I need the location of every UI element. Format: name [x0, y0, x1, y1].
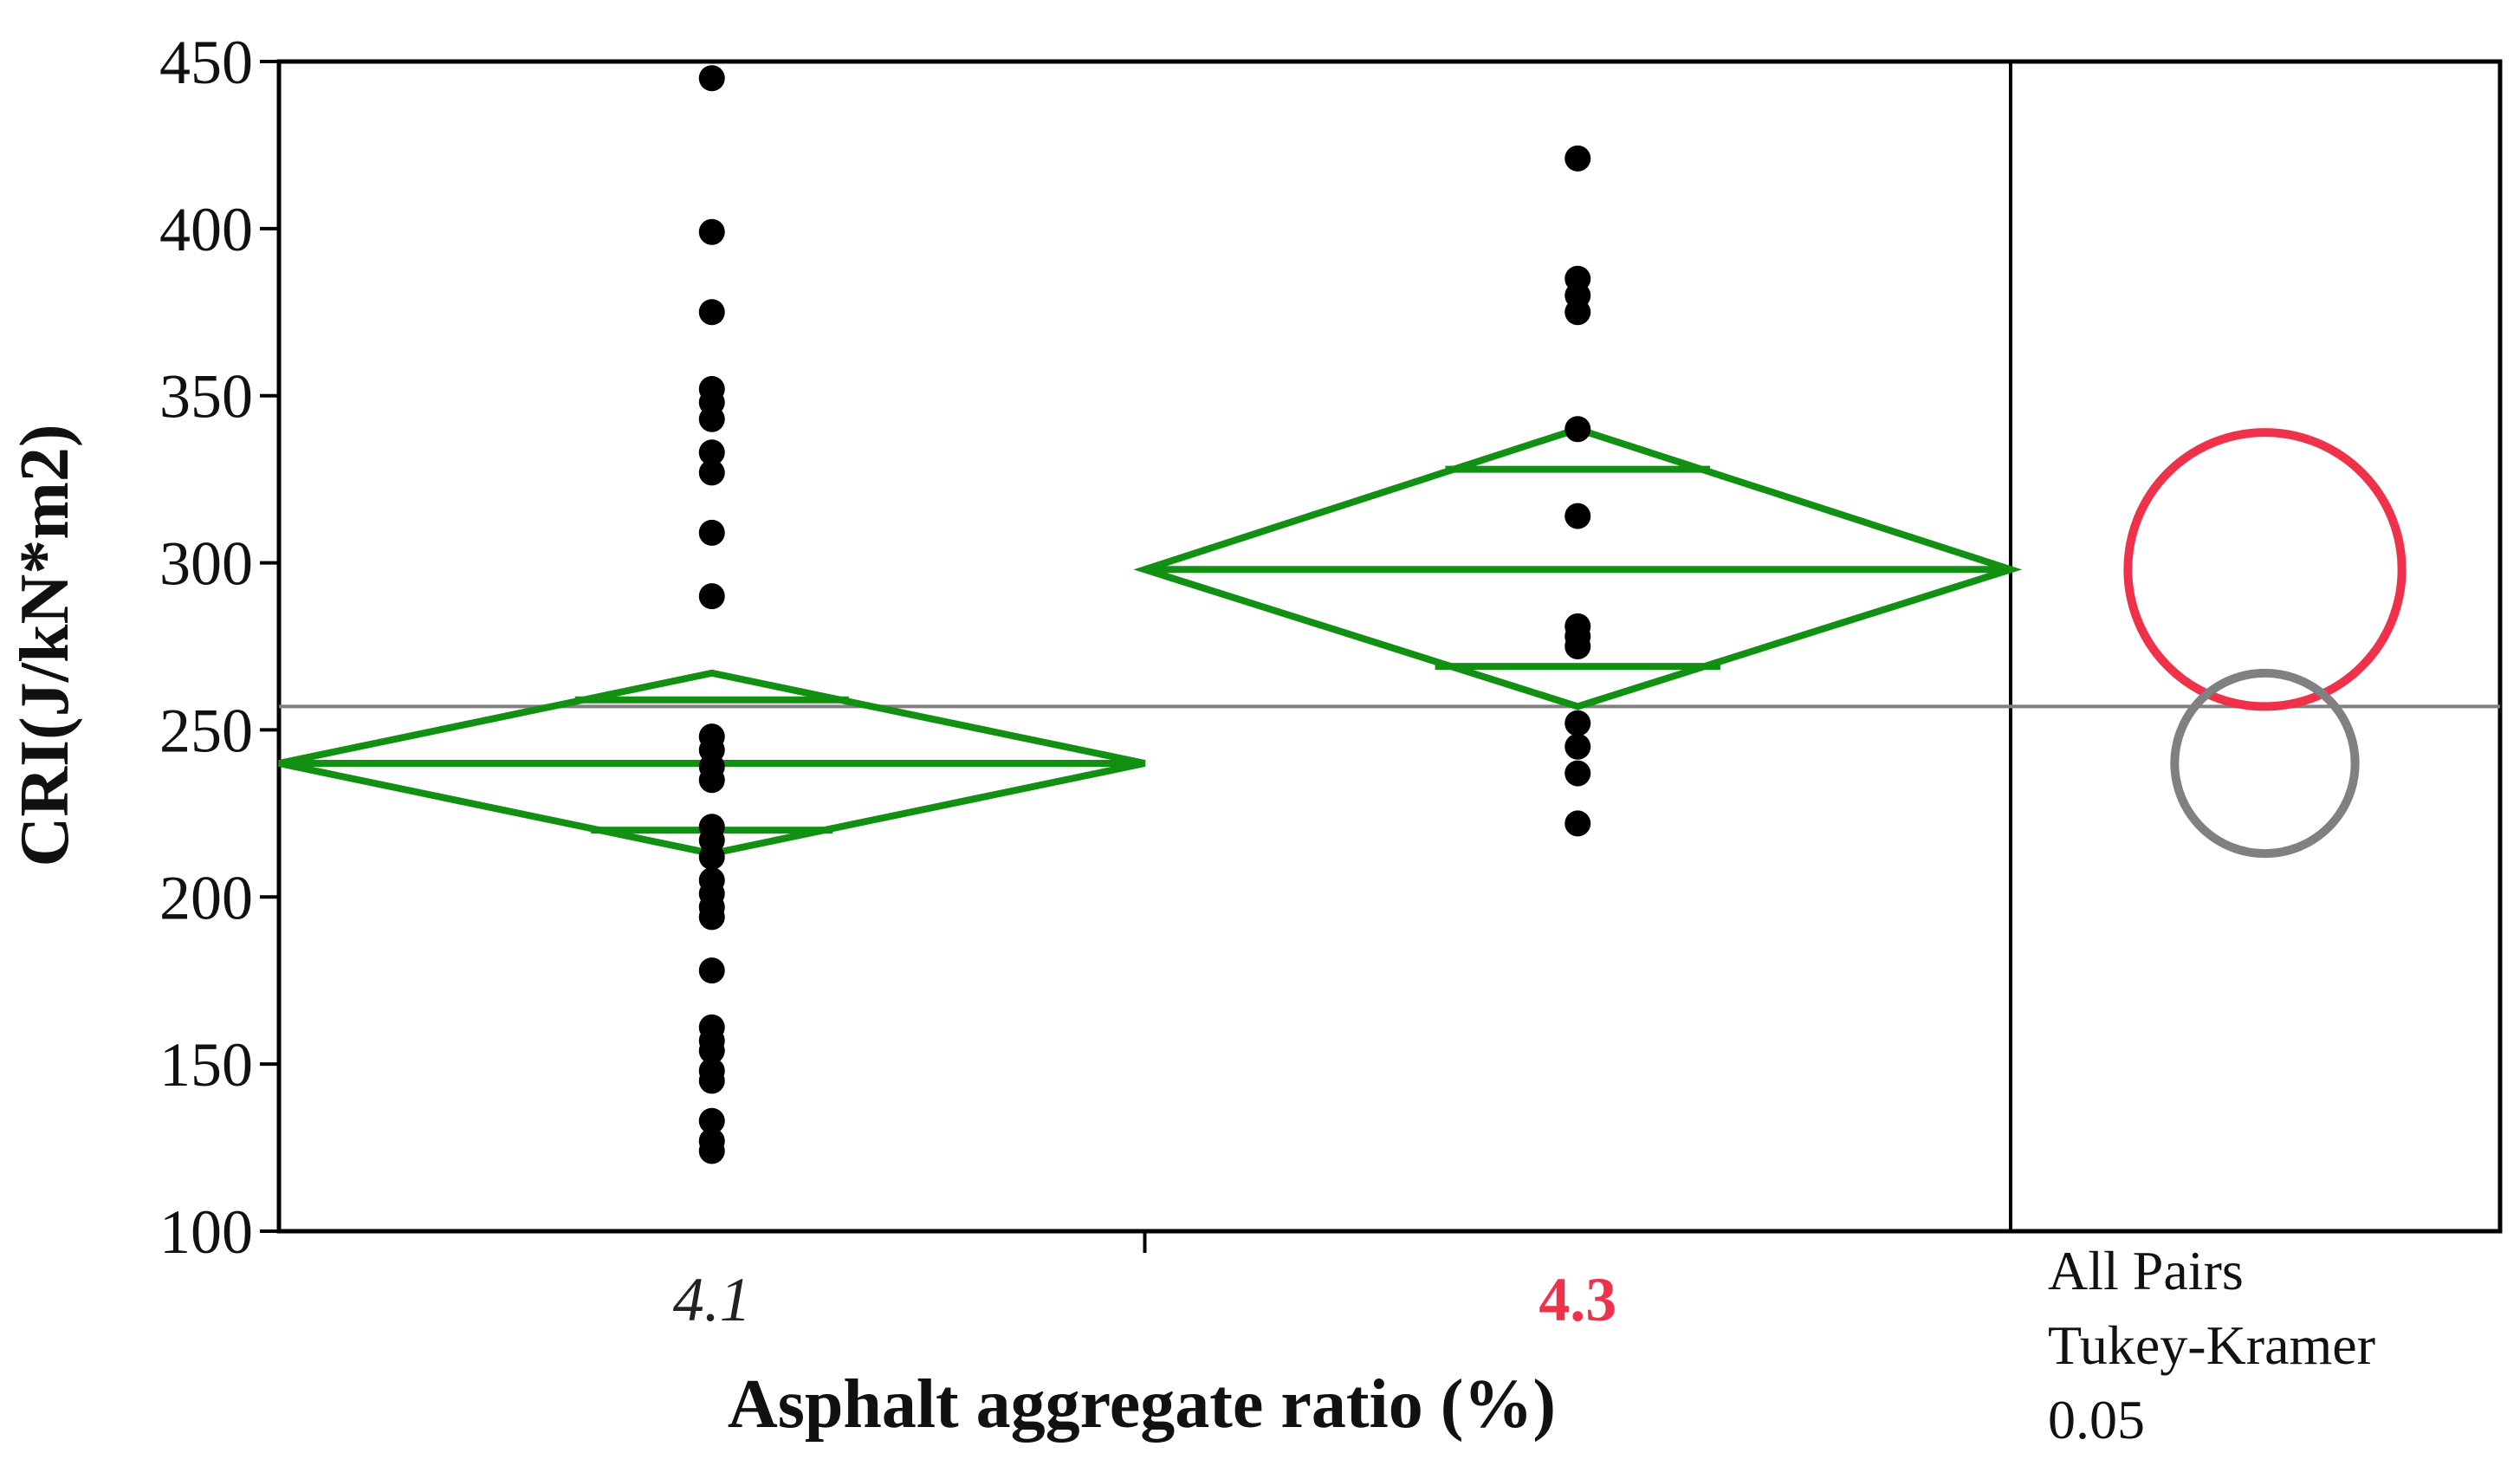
data-point: [698, 459, 725, 486]
x-category-label: 4.1: [673, 1265, 751, 1334]
comparison-circles: [2123, 428, 2407, 859]
comparison-circle: [2170, 668, 2360, 859]
data-point: [1564, 710, 1591, 736]
y-tick-label: 250: [159, 696, 253, 765]
plot-frame: [276, 59, 2503, 1253]
y-axis-title: CRI(J/kN*m2): [7, 424, 83, 866]
data-point: [1564, 503, 1591, 529]
x-category-label: 4.3: [1539, 1265, 1616, 1334]
comparison-note-line-2: Tukey-Kramer: [2048, 1314, 2375, 1376]
data-point: [1564, 810, 1591, 837]
data-point: [698, 405, 725, 432]
data-point: [1564, 299, 1591, 326]
x-axis-title: Asphalt aggregate ratio (%): [728, 1366, 1556, 1443]
data-point: [698, 65, 725, 92]
data-point: [698, 1107, 725, 1134]
data-point: [698, 439, 725, 466]
data-point: [698, 218, 725, 245]
data-point: [698, 1037, 725, 1064]
y-tick-label: 100: [159, 1197, 253, 1267]
data-point: [1564, 733, 1591, 760]
data-point: [698, 519, 725, 546]
y-tick-label: 200: [159, 863, 253, 932]
data-point: [1564, 760, 1591, 787]
data-point: [698, 583, 725, 610]
y-tick-label: 450: [159, 28, 253, 97]
data-point: [698, 957, 725, 984]
data-point: [698, 1067, 725, 1094]
means-diamonds: [278, 425, 2023, 858]
data-points: [698, 65, 1591, 1164]
data-point: [1564, 633, 1591, 659]
y-tick-label: 400: [159, 195, 253, 264]
x-axis-labels: 4.1 4.3: [673, 1265, 1617, 1334]
y-tick-label: 300: [159, 529, 253, 599]
y-tick-label: 350: [159, 362, 253, 431]
data-point: [698, 299, 725, 326]
data-point: [1564, 416, 1591, 443]
comparison-note-line-3: 0.05: [2048, 1389, 2145, 1450]
comparison-note: All Pairs Tukey-Kramer 0.05: [2048, 1240, 2375, 1450]
data-point: [698, 1138, 725, 1164]
plot-border: [276, 59, 2503, 1234]
comparison-note-line-1: All Pairs: [2048, 1240, 2244, 1301]
y-axis-ticks: 100 150 200 250 300 350 400 450: [159, 28, 279, 1267]
comparison-circle: [2123, 428, 2407, 711]
data-point: [698, 767, 725, 794]
data-point: [1564, 145, 1591, 172]
data-point: [698, 904, 725, 931]
data-point: [698, 844, 725, 870]
y-tick-label: 150: [159, 1030, 253, 1100]
